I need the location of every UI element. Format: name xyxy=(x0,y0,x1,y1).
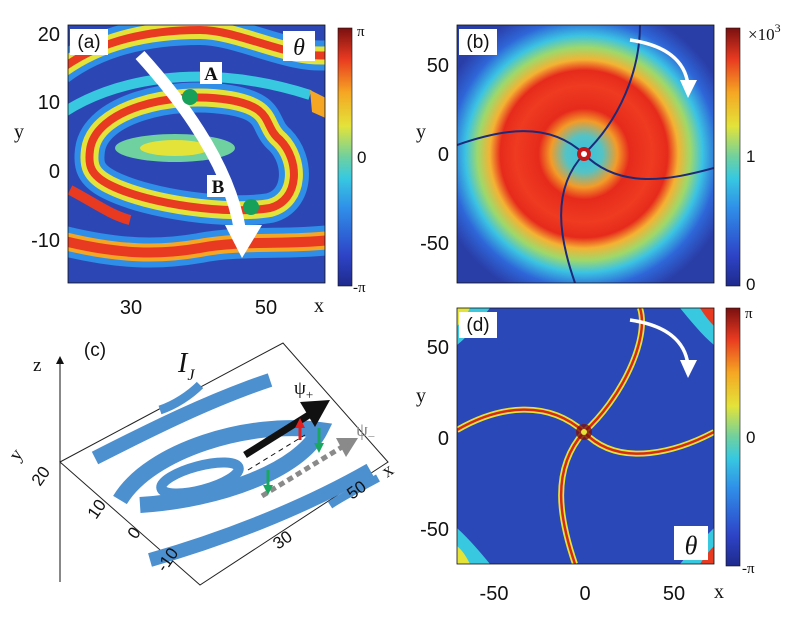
b-ytick: 0 xyxy=(438,144,449,166)
panel-label-d: (d) xyxy=(466,315,489,336)
c-psi-minus-arrow xyxy=(260,444,344,499)
d-ylabel: y xyxy=(416,385,426,407)
d-xlabel: x xyxy=(714,581,724,603)
panel-d-heatmap xyxy=(457,308,714,564)
d-cbar-tick: -π xyxy=(742,561,755,577)
panel-label-c: (c) xyxy=(84,340,106,361)
a-colorbar xyxy=(337,27,353,287)
a-xtick: 50 xyxy=(255,297,277,319)
b-ytick: -50 xyxy=(420,233,449,255)
panel-label-b: (b) xyxy=(466,32,489,53)
d-colorbar xyxy=(725,307,741,567)
c-quantity-label: IJ xyxy=(177,348,195,384)
a-cbar-tick: 0 xyxy=(357,148,366,167)
c-ytick: 20 xyxy=(28,463,54,489)
d-ytick: 50 xyxy=(427,337,449,359)
panel-a: A B (a) θ 20 10 0 -10 y 30 50 x π 0 -π xyxy=(14,24,366,319)
c-zlabel: z xyxy=(33,355,41,376)
panel-a-quantity-label: θ xyxy=(293,35,305,61)
c-ylabel: y xyxy=(5,445,28,465)
b-cbar-tick: 1 xyxy=(746,147,755,166)
b-ylabel: y xyxy=(416,121,426,143)
a-ytick: 20 xyxy=(38,24,60,46)
a-ytick: -10 xyxy=(31,230,60,252)
d-xtick: 50 xyxy=(663,583,685,605)
b-cbar-exponent: ×103 xyxy=(748,21,781,44)
d-xtick: 0 xyxy=(579,583,590,605)
a-cbar-tick: -π xyxy=(353,280,366,296)
d-cbar-tick: 0 xyxy=(746,428,755,447)
d-cbar-tick: π xyxy=(745,306,753,322)
c-psi-plus-label: ψ+ xyxy=(294,378,313,402)
panel-b: (b) 50 0 -50 y ×103 1 0 xyxy=(416,21,781,294)
a-ylabel: y xyxy=(14,121,24,143)
c-psi-minus-label: ψ− xyxy=(356,420,375,444)
a-xtick: 30 xyxy=(120,297,142,319)
panel-c: z ψ+ ψ− (c) IJ y 20 10 0 -1 xyxy=(5,338,398,586)
marker-b-label: B xyxy=(212,177,225,198)
panel-b-heatmap xyxy=(457,25,714,283)
d-ytick: 0 xyxy=(438,428,449,450)
a-ytick: 0 xyxy=(49,161,60,183)
a-cbar-tick: π xyxy=(357,24,365,40)
d-ytick: -50 xyxy=(420,519,449,541)
b-colorbar xyxy=(725,27,741,287)
d-xtick: -50 xyxy=(480,583,509,605)
panel-label-a: (a) xyxy=(77,32,100,53)
marker-a-dot xyxy=(182,89,198,105)
b-ytick: 50 xyxy=(427,55,449,77)
b-cbar-tick: 0 xyxy=(746,275,755,294)
panel-d: (d) θ 50 0 -50 y -50 0 50 x π 0 -π xyxy=(416,306,755,605)
marker-b-dot xyxy=(243,199,259,215)
panel-a-heatmap xyxy=(68,25,325,283)
a-xlabel: x xyxy=(314,295,324,317)
a-ytick: 10 xyxy=(38,92,60,114)
marker-a-label: A xyxy=(204,64,218,85)
panel-d-quantity-label: θ xyxy=(685,531,698,560)
